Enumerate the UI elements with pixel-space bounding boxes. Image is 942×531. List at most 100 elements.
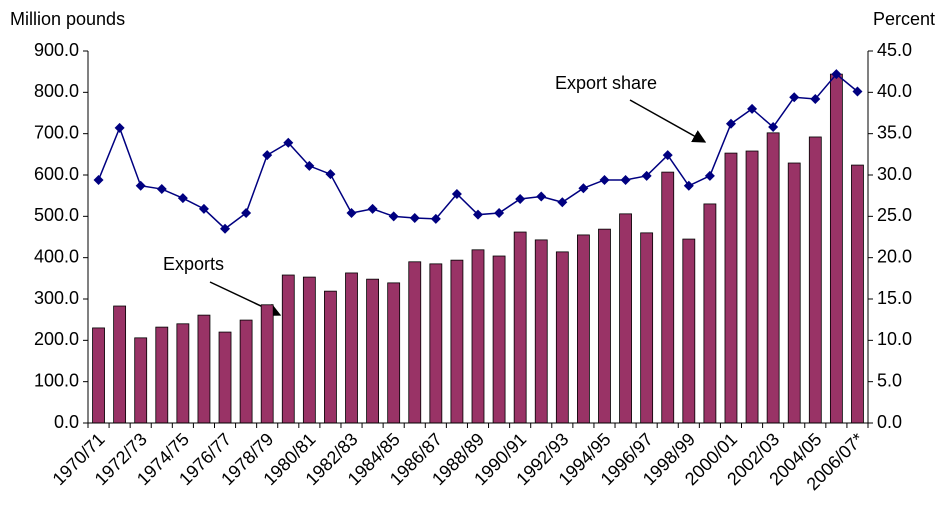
marker [114, 122, 125, 133]
bar [534, 239, 548, 424]
bar [450, 259, 464, 424]
marker [557, 197, 568, 208]
y-tick-label: 600.0 [34, 164, 79, 184]
y2-tick-label: 40.0 [877, 81, 912, 101]
bar [766, 132, 780, 424]
y2-tick-label: 30.0 [877, 164, 912, 184]
marker [430, 213, 441, 224]
marker [93, 174, 104, 185]
bar [345, 272, 358, 424]
bar [113, 305, 127, 424]
y-tick-label: 800.0 [34, 81, 79, 101]
marker [852, 86, 863, 97]
bar [134, 337, 148, 424]
marker [156, 184, 167, 195]
y-axis-title: Million pounds [10, 9, 125, 29]
y-tick-label: 300.0 [34, 288, 79, 308]
bar [745, 150, 759, 424]
marker [262, 150, 273, 161]
marker [451, 189, 462, 200]
y-tick-label: 700.0 [34, 122, 79, 142]
marker [473, 209, 483, 220]
y2-tick-label: 25.0 [877, 205, 912, 225]
annotation-arrow [629, 99, 707, 143]
bar [324, 290, 337, 424]
y2-tick-label: 0.0 [877, 412, 902, 432]
bar [197, 314, 211, 424]
marker [515, 193, 526, 204]
bar [471, 249, 485, 424]
bar [640, 232, 654, 424]
y2-tick-label: 15.0 [877, 288, 912, 308]
marker [768, 122, 779, 133]
marker [789, 92, 800, 103]
bar [851, 164, 864, 424]
bar [429, 263, 443, 424]
bar [513, 231, 527, 424]
marker [725, 118, 736, 129]
marker [683, 180, 694, 191]
bar [92, 327, 105, 424]
bar [682, 238, 696, 424]
bar [661, 171, 675, 424]
marker [135, 180, 146, 191]
marker [747, 103, 758, 114]
marker [810, 93, 821, 104]
marker [494, 208, 505, 219]
marker [578, 183, 589, 194]
y-tick-label: 900.0 [34, 40, 79, 60]
marker [367, 203, 378, 214]
bar [829, 73, 843, 424]
y2-axis-title: Percent [873, 9, 935, 29]
y2-tick-label: 10.0 [877, 329, 912, 349]
y2-tick-label: 35.0 [877, 122, 912, 142]
annotation: Export share [555, 73, 657, 93]
marker [536, 191, 547, 202]
bar [408, 261, 422, 424]
marker [325, 169, 336, 180]
y2-tick-label: 5.0 [877, 370, 902, 390]
marker [620, 174, 631, 185]
bar [366, 278, 379, 424]
marker [177, 193, 188, 204]
marker [304, 160, 315, 171]
marker [831, 69, 842, 80]
annotation: Exports [163, 254, 224, 274]
line [97, 73, 858, 230]
y-tick-label: 500.0 [34, 205, 79, 225]
marker [241, 208, 252, 219]
bar [155, 326, 169, 424]
bar [387, 282, 401, 424]
marker [704, 170, 715, 181]
bar [577, 234, 590, 424]
marker [599, 174, 610, 185]
marker [409, 212, 420, 223]
y-tick-label: 200.0 [34, 329, 79, 349]
y2-tick-label: 20.0 [877, 246, 912, 266]
bar [176, 323, 190, 424]
bar [808, 136, 822, 424]
marker [198, 203, 209, 214]
y-tick-label: 100.0 [34, 370, 79, 390]
marker [346, 208, 357, 219]
bar [239, 319, 253, 424]
marker [641, 170, 652, 181]
bar [619, 213, 632, 424]
bar [260, 304, 274, 424]
y2-tick-label: 45.0 [877, 40, 912, 60]
bar [281, 274, 295, 424]
bar [724, 152, 738, 424]
bar [218, 331, 232, 424]
bar [598, 228, 611, 424]
bar [703, 203, 717, 424]
marker [283, 137, 294, 148]
bar [302, 276, 316, 424]
bar [555, 251, 569, 424]
bar [492, 255, 506, 424]
y-tick-label: 0.0 [54, 412, 79, 432]
marker [662, 150, 673, 161]
bar [787, 162, 801, 424]
marker [388, 211, 399, 222]
marker [220, 223, 231, 234]
